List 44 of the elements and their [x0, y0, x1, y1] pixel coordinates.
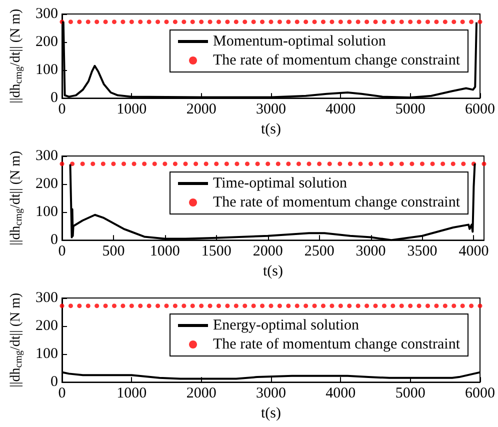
x-tick-label: 4000 — [326, 386, 356, 402]
y-tick-label: 300 — [36, 6, 58, 22]
x-tick-label: 5000 — [395, 386, 426, 402]
x-tick-label: 2000 — [186, 102, 216, 118]
y-axis-title: ||dhcmg/dt|| (N m) — [8, 150, 24, 246]
x-tick-label: 4000 — [458, 244, 489, 260]
x-tick-label: 2500 — [304, 244, 334, 260]
x-tick-label: 3000 — [256, 386, 286, 402]
y-tick-label: 100 — [36, 204, 58, 220]
y-axis-title: ||dhcmg/dt|| (N m) — [8, 292, 24, 388]
x-tick-label: 3000 — [356, 244, 386, 260]
legend-label: Time-optimal solution — [213, 176, 348, 192]
x-tick-label: 1000 — [116, 102, 147, 118]
x-tick-label: 1000 — [150, 244, 180, 260]
y-tick-label: 0 — [50, 90, 58, 106]
x-tick-label: 3000 — [256, 102, 286, 118]
x-axis-title: t(s) — [261, 406, 281, 422]
x-tick-label: 500 — [102, 244, 125, 260]
y-tick-label: 200 — [36, 176, 58, 192]
x-tick-label: 6000 — [465, 102, 495, 118]
y-tick-label: 200 — [36, 318, 58, 334]
x-tick-label: 2000 — [186, 386, 216, 402]
y-tick-label: 0 — [50, 374, 58, 390]
x-axis-title: t(s) — [261, 122, 281, 138]
x-tick-label: 4000 — [326, 102, 356, 118]
y-axis-title: ||dhcmg/dt|| (N m) — [8, 8, 24, 104]
y-tick-label: 300 — [36, 290, 58, 306]
x-tick-label: 1000 — [116, 386, 147, 402]
legend-label: The rate of momentum change constraint — [213, 336, 461, 352]
x-tick-label: 2000 — [252, 244, 283, 260]
y-tick-label: 0 — [50, 232, 58, 248]
y-tick-label: 200 — [36, 34, 58, 50]
y-tick-label: 100 — [36, 62, 58, 78]
y-tick-label: 300 — [36, 148, 58, 164]
legend-label: Momentum-optimal solution — [213, 34, 386, 50]
x-axis-title: t(s) — [263, 264, 283, 280]
legend-label: Energy-optimal solution — [213, 318, 360, 334]
legend-label: The rate of momentum change constraint — [213, 52, 461, 68]
y-tick-label: 100 — [36, 346, 58, 362]
x-tick-label: 6000 — [465, 386, 495, 402]
x-tick-label: 3500 — [407, 244, 438, 260]
x-tick-label: 5000 — [395, 102, 426, 118]
legend-label: The rate of momentum change constraint — [213, 194, 461, 210]
x-tick-label: 1500 — [201, 244, 232, 260]
